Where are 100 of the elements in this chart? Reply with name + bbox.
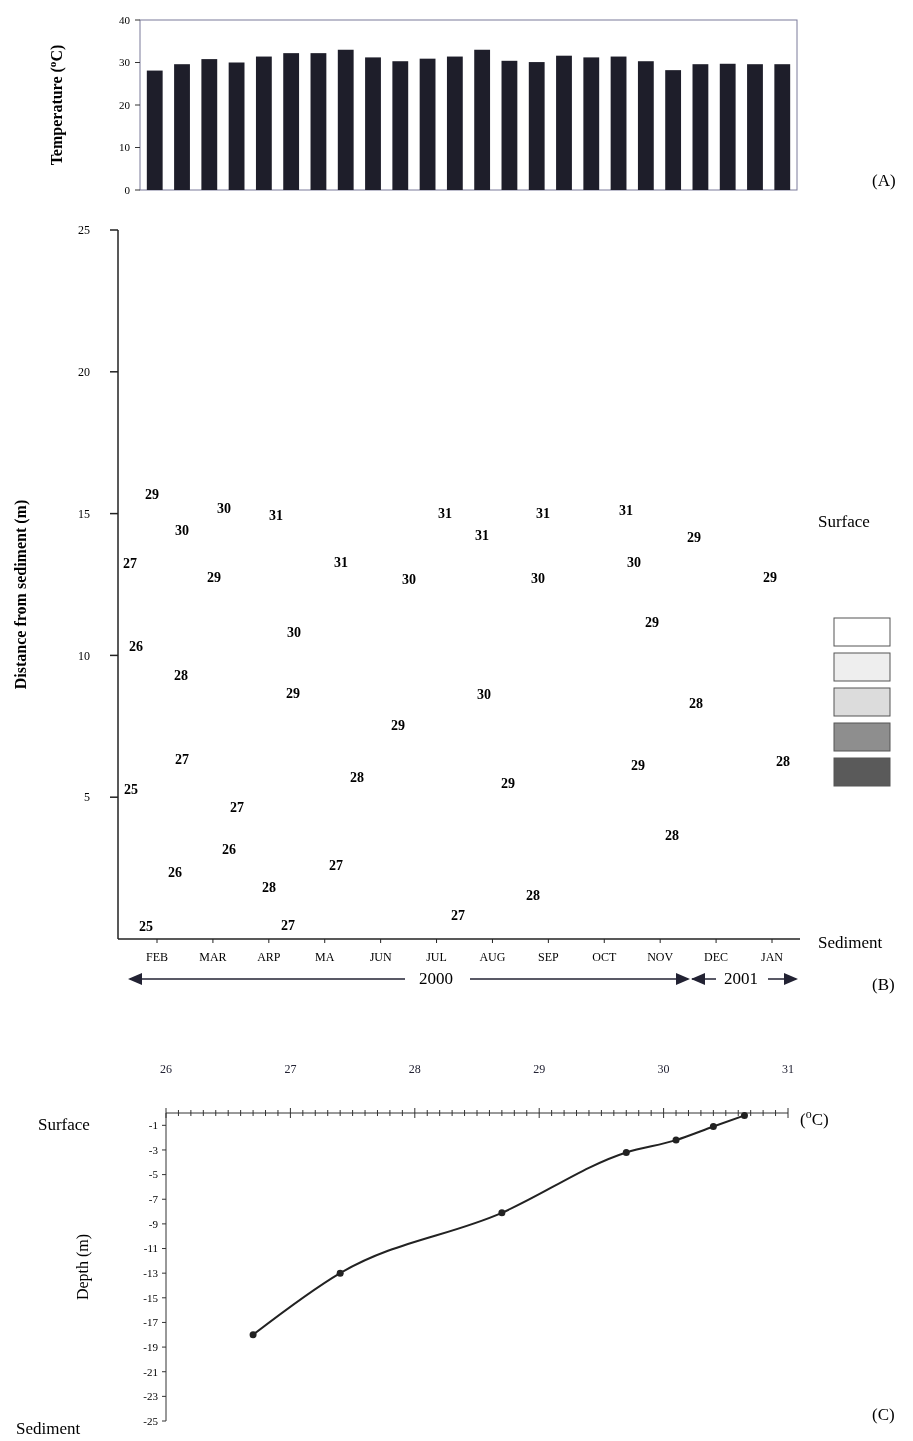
- annotation: 27: [329, 857, 343, 873]
- y-tick-label: 0: [124, 183, 131, 196]
- annotation: 31: [269, 507, 283, 523]
- bar: [719, 63, 736, 190]
- bar: [747, 64, 763, 190]
- annotation: 28: [689, 695, 703, 711]
- y-tick-label: -5: [148, 1168, 159, 1181]
- y-tick-label: -15: [143, 1291, 159, 1304]
- annotation: 29: [207, 569, 221, 585]
- x-tick-label: 28: [408, 1062, 421, 1076]
- bar: [610, 56, 627, 190]
- annotation: 28: [174, 667, 188, 683]
- y-tick-label: 20: [119, 98, 131, 111]
- x-tick-label: 29: [533, 1062, 546, 1076]
- y-tick-label: -9: [148, 1217, 159, 1230]
- bar: [637, 61, 654, 190]
- annotation: 31: [619, 502, 633, 518]
- x-tick-label: 31: [782, 1062, 794, 1076]
- y-tick-label: -1: [148, 1119, 158, 1132]
- y-tick-label: -11: [143, 1242, 158, 1255]
- annotation: 28: [665, 827, 679, 843]
- annotation: 28: [350, 769, 364, 785]
- annotation: 29: [145, 486, 159, 502]
- y-tick-label: 25: [78, 223, 90, 238]
- text: Surface: [38, 1115, 90, 1134]
- x-tick-label: 26: [160, 1062, 172, 1076]
- text: (A): [872, 171, 896, 190]
- y-tick-label: 30: [119, 56, 131, 69]
- annotation: 28: [262, 879, 276, 895]
- annotation: 29: [501, 775, 515, 791]
- text: (C): [872, 1405, 895, 1424]
- annotation: 31: [475, 527, 489, 543]
- annotation: 30: [477, 686, 491, 702]
- bar: [583, 57, 600, 190]
- x-tick-label: SEP: [538, 950, 560, 964]
- bar: [692, 64, 709, 190]
- annotation: 31: [334, 554, 348, 570]
- point: [498, 1209, 506, 1217]
- annotation: 30: [175, 522, 189, 538]
- y-tick-label: -13: [143, 1267, 159, 1280]
- point: [740, 1111, 748, 1119]
- x-tick-label: 27: [284, 1062, 297, 1076]
- y-tick-label: -19: [143, 1340, 159, 1353]
- bar: [365, 57, 381, 190]
- annotation: 28: [776, 753, 790, 769]
- text: Sediment: [818, 933, 883, 952]
- bar: [556, 55, 572, 190]
- annotation: 26: [129, 638, 143, 654]
- y-tick-label: -21: [143, 1365, 158, 1378]
- annotation: 27: [230, 799, 244, 815]
- annotation: 29: [286, 685, 300, 701]
- bar: [201, 59, 218, 190]
- y-tick-label: 40: [119, 13, 131, 26]
- x-tick-label: JUL: [426, 950, 447, 964]
- text: Surface: [818, 512, 870, 531]
- y-tick-label: -25: [143, 1414, 159, 1427]
- bar: [774, 64, 791, 190]
- annotation: 26: [168, 864, 182, 880]
- y-tick-label: 5: [84, 790, 90, 805]
- x-tick-label: 30: [657, 1062, 670, 1076]
- x-tick-label: DEC: [704, 950, 729, 964]
- text: 2001: [724, 969, 758, 988]
- y-tick-label: 10: [119, 141, 131, 154]
- bar: [337, 49, 354, 190]
- x-tick-label: NOV: [647, 950, 674, 964]
- x-tick-label: ARP: [257, 950, 281, 964]
- y-tick-label: -17: [143, 1316, 159, 1329]
- bar: [474, 49, 491, 190]
- annotation: 31: [438, 505, 452, 521]
- annotation: 29: [763, 569, 777, 585]
- annotation: 29: [645, 614, 659, 630]
- annotation: 27: [175, 751, 189, 767]
- bar: [501, 60, 518, 190]
- text: (B): [872, 975, 895, 994]
- bar: [283, 53, 300, 190]
- x-tick-label: JUN: [369, 950, 392, 964]
- annotation: 30: [627, 554, 641, 570]
- y-tick-label: -7: [148, 1193, 159, 1206]
- point: [336, 1269, 344, 1277]
- annotation: 29: [391, 717, 405, 733]
- point: [622, 1148, 630, 1156]
- annotation: 27: [123, 555, 137, 571]
- annotation: 30: [402, 571, 416, 587]
- x-tick-label: FEB: [145, 950, 169, 964]
- bar: [310, 53, 327, 190]
- text: 2000: [419, 969, 453, 988]
- point: [709, 1123, 717, 1131]
- bar: [528, 62, 545, 190]
- annotation: 30: [287, 624, 301, 640]
- annotation: 26: [222, 841, 236, 857]
- text: Sediment: [16, 1419, 81, 1438]
- bar: [419, 58, 436, 190]
- annotation: 30: [531, 570, 545, 586]
- x-axis-title: ($^{o}$C): [800, 1107, 829, 1129]
- point: [249, 1331, 257, 1339]
- y-tick-label: -23: [143, 1390, 159, 1403]
- point: [672, 1136, 680, 1144]
- bar: [228, 62, 245, 190]
- annotation: 28: [526, 887, 540, 903]
- annotation: 27: [281, 917, 295, 933]
